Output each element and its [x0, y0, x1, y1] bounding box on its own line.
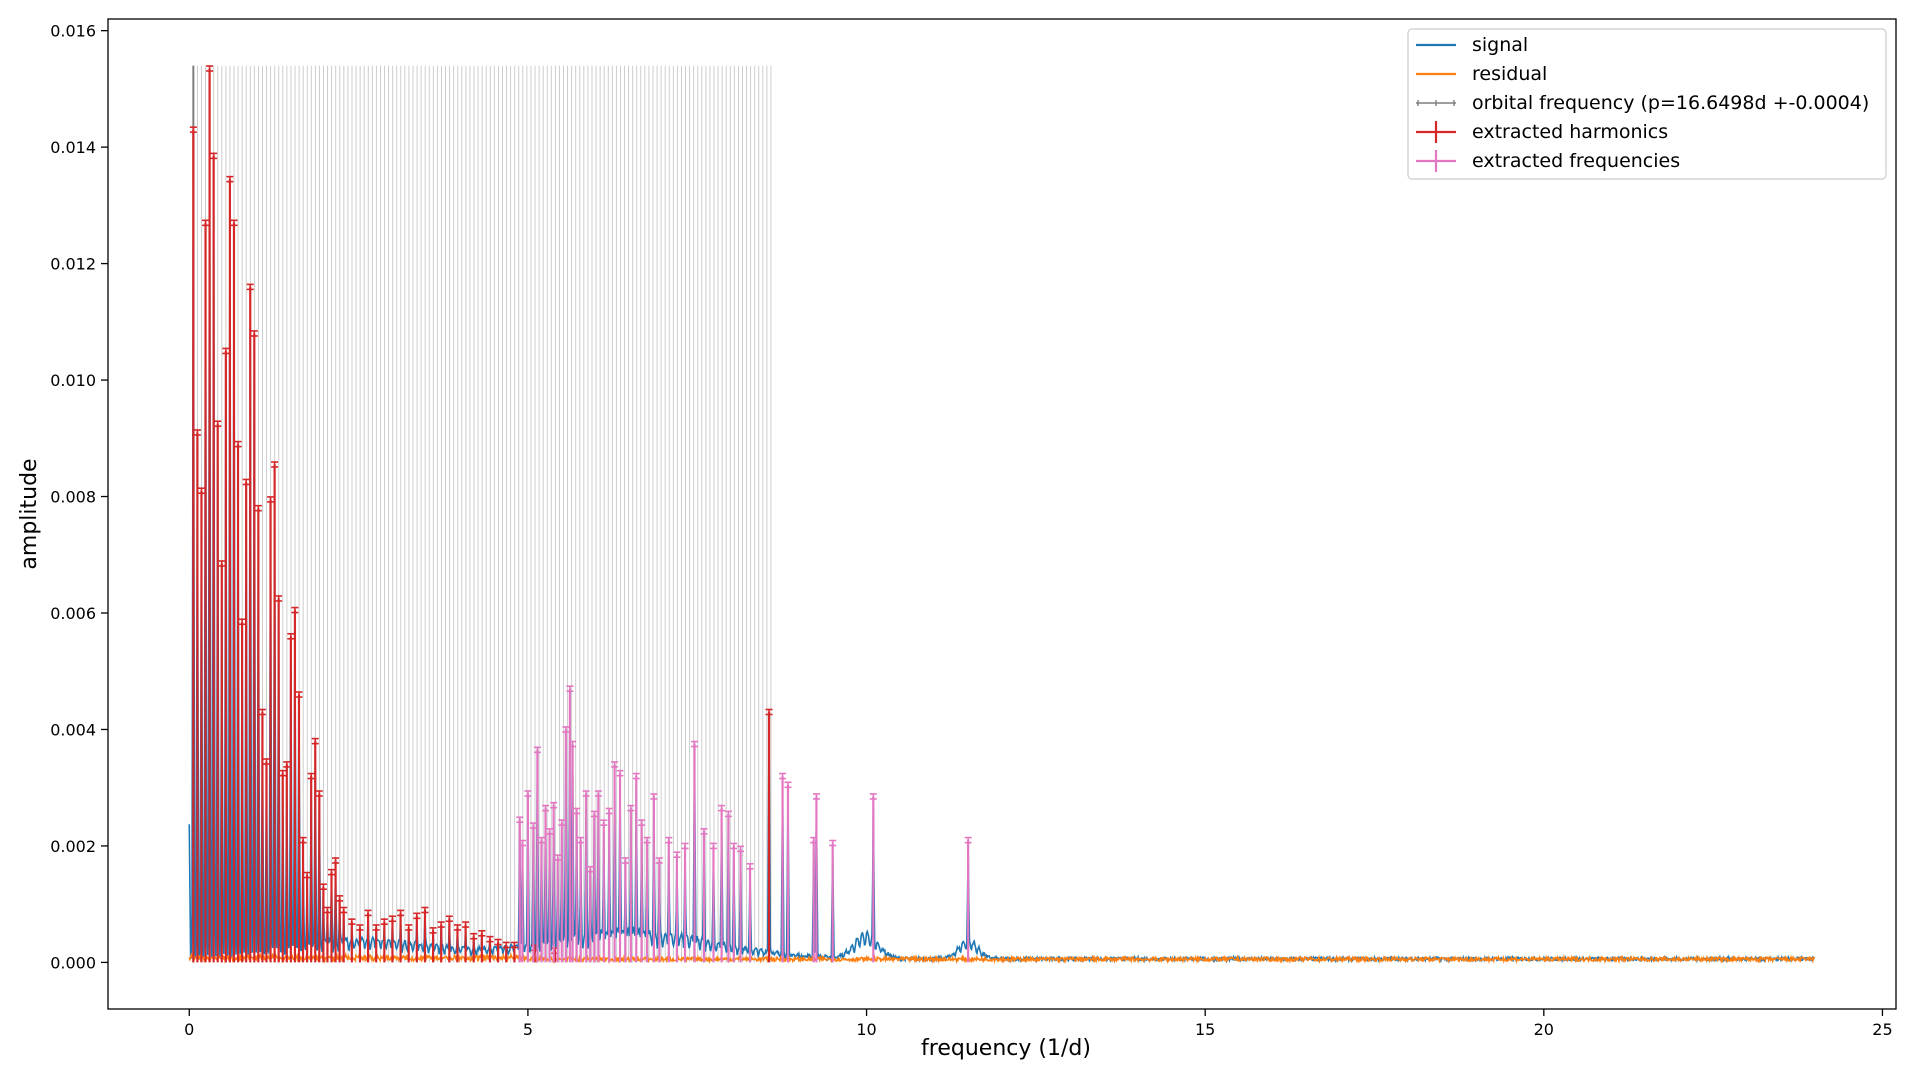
y-tick-label: 0.012 [50, 255, 96, 274]
legend-label: residual [1472, 63, 1547, 85]
legend-label: extracted harmonics [1472, 121, 1668, 143]
legend: signal residual orbital frequency (p=16.64… [1407, 28, 1887, 180]
x-tick-label: 10 [856, 1020, 876, 1039]
y-tick-label: 0.002 [50, 837, 96, 856]
residual-series [188, 951, 1815, 965]
x-tick-label: 0 [184, 1020, 194, 1039]
plot-area [188, 65, 1816, 965]
legend-label: orbital frequency (p=16.6498d +-0.0004) [1472, 92, 1869, 114]
legend-label: signal [1472, 34, 1528, 56]
x-tick-label: 5 [523, 1020, 533, 1039]
y-tick-label: 0.008 [50, 488, 96, 507]
legend-box [1407, 28, 1887, 180]
y-tick-label: 0.000 [50, 953, 96, 972]
x-tick-label: 25 [1872, 1020, 1892, 1039]
frequencies-series [516, 685, 972, 963]
x-tick-label: 15 [1195, 1020, 1215, 1039]
y-axis-label: amplitude [17, 458, 42, 569]
x-axis-label: frequency (1/d) [921, 1036, 1091, 1061]
y-tick-label: 0.010 [50, 371, 96, 390]
y-tick-label: 0.014 [50, 138, 96, 157]
y-tick-label: 0.016 [50, 22, 96, 41]
plot-inner [188, 65, 1816, 965]
axes: 0 5 10 15 20 25 0.000 0.002 0.004 0.006 0.008 0.010… [50, 18, 1897, 1039]
harmonics-series [189, 65, 773, 963]
x-tick-label: 20 [1534, 1020, 1554, 1039]
plot-frame [107, 18, 1897, 1010]
y-tick-label: 0.006 [50, 604, 96, 623]
y-tick-label: 0.004 [50, 720, 96, 739]
legend-label: extracted frequencies [1472, 150, 1680, 172]
